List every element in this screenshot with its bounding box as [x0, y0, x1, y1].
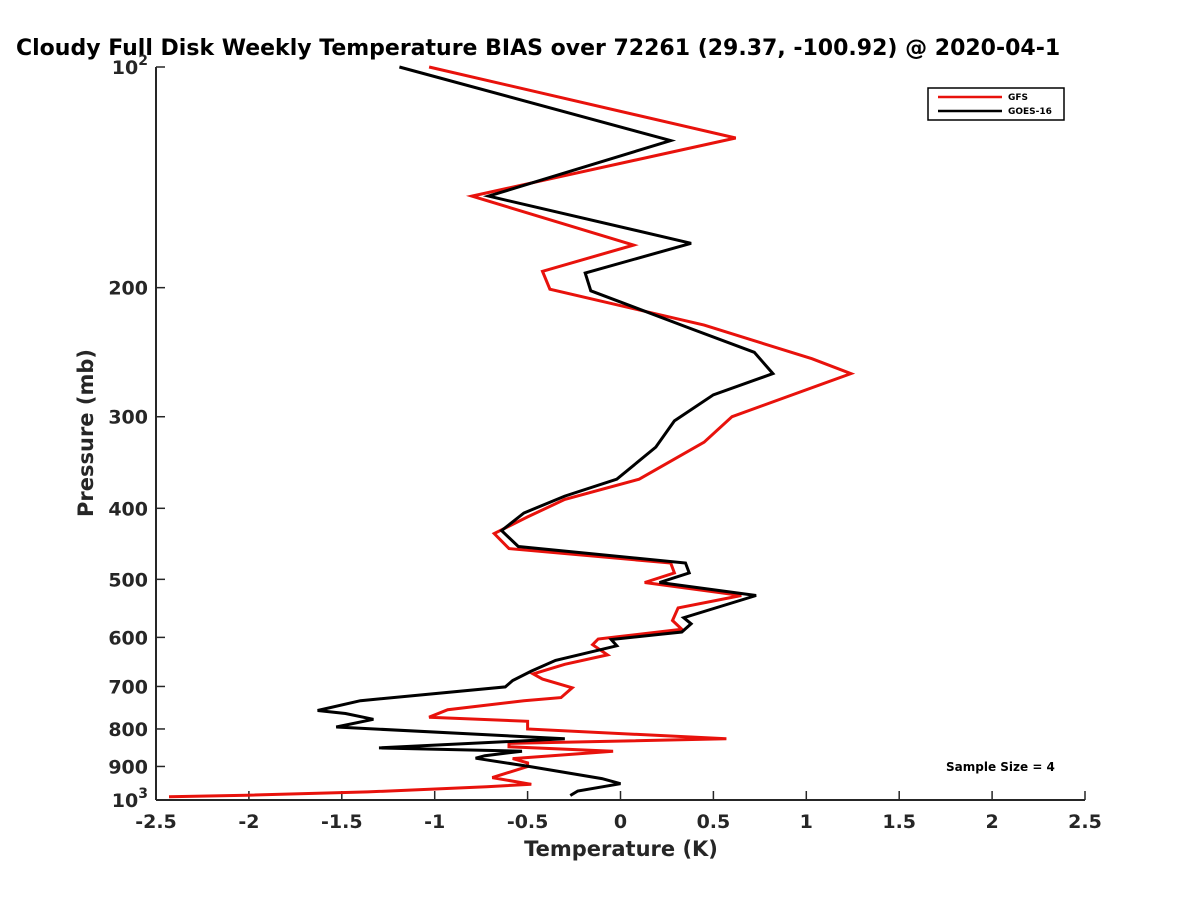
y-tick-label: 900 [108, 756, 148, 778]
x-tick-label: 2.5 [1068, 811, 1102, 833]
y-tick-label: 600 [108, 627, 148, 649]
y-axis-label: Pressure (mb) [74, 349, 98, 517]
chart-title: Cloudy Full Disk Weekly Temperature BIAS… [16, 36, 1060, 61]
x-tick-label: -0.5 [507, 811, 549, 833]
y-tick-label: 103 [112, 786, 148, 812]
series-line-gfs [168, 65, 856, 799]
y-axis-ticks: 102 200 300 400 500 600 700 800 900 103 [108, 53, 165, 812]
x-tick-label: 1.5 [882, 811, 916, 833]
x-tick-label: 2 [985, 811, 998, 833]
y-tick-label: 700 [108, 676, 148, 698]
x-tick-label: -1.5 [321, 811, 363, 833]
x-tick-label: -2 [238, 811, 259, 833]
x-tick-label: 0.5 [697, 811, 731, 833]
plot-axes [155, 67, 1085, 801]
x-axis-label: Temperature (K) [524, 837, 718, 861]
x-tick-label: -2.5 [135, 811, 177, 833]
x-tick-label: 0 [614, 811, 627, 833]
x-tick-label: -1 [424, 811, 445, 833]
legend-label-goes16: GOES-16 [1008, 107, 1052, 117]
y-tick-label: 800 [108, 719, 148, 741]
y-tick-label: 200 [108, 278, 148, 300]
legend-label-gfs: GFS [1008, 93, 1028, 103]
series-lines [168, 65, 856, 799]
y-tick-label: 300 [108, 407, 148, 429]
x-tick-label: 1 [800, 811, 813, 833]
y-tick-label: 500 [108, 569, 148, 591]
sample-size-annotation: Sample Size = 4 [946, 760, 1055, 774]
legend: GFS GOES-16 [927, 87, 1065, 121]
series-line-goes-16 [317, 65, 776, 797]
y-tick-label: 102 [112, 53, 148, 79]
legend-box [927, 87, 1065, 121]
x-axis-ticks: -2.5 -2 -1.5 -1 -0.5 0 0.5 1 1.5 2 2.5 [135, 791, 1102, 833]
y-tick-label: 400 [108, 498, 148, 520]
